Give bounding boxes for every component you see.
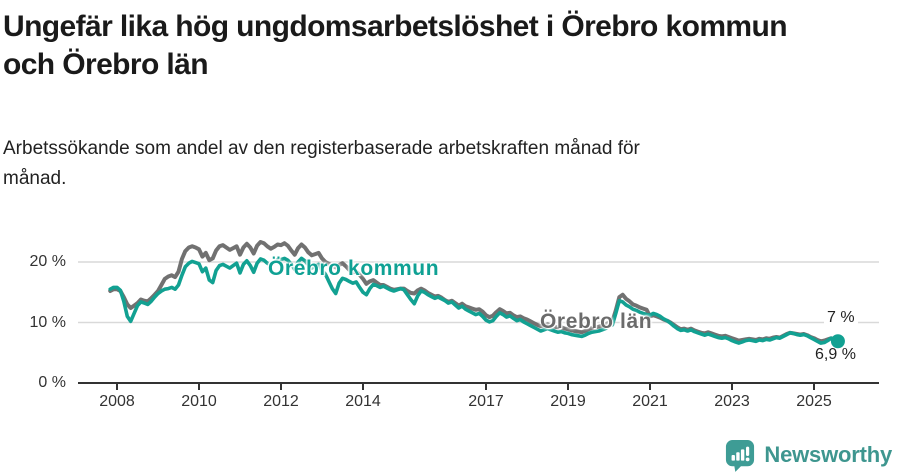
x-axis-label: 2008 bbox=[99, 393, 135, 410]
x-axis-label: 2025 bbox=[796, 393, 832, 410]
chart-title-line2: och Örebro län bbox=[3, 48, 209, 81]
x-axis-label: 2017 bbox=[468, 393, 504, 410]
chart-title: Ungefär lika hög ungdomsarbetslöshet i Ö… bbox=[3, 8, 899, 84]
x-axis-label: 2014 bbox=[345, 393, 381, 410]
x-axis-label: 2012 bbox=[263, 393, 299, 410]
x-axis-label: 2023 bbox=[714, 393, 750, 410]
end-value-label-orebro-lan: 7 % bbox=[824, 309, 858, 327]
chart-title-line1: Ungefär lika hög ungdomsarbetslöshet i Ö… bbox=[3, 10, 788, 43]
x-axis-label: 2019 bbox=[550, 393, 586, 410]
series-label-orebro-kommun: Örebro kommun bbox=[268, 257, 440, 280]
newsworthy-brand-text: Newsworthy bbox=[764, 442, 892, 467]
y-axis-label: 10 % bbox=[29, 313, 66, 331]
series-line-orebro-lan bbox=[108, 240, 840, 344]
newsworthy-chart-bubble-icon bbox=[726, 439, 755, 472]
chart-subtitle: Arbetssökande som andel av den registerb… bbox=[3, 134, 763, 194]
y-axis-label: 0 % bbox=[38, 374, 66, 391]
chart-subtitle-line2: månad. bbox=[3, 168, 67, 189]
series-line-orebro-kommun bbox=[108, 256, 840, 345]
end-value-label-orebro-kommun: 6,9 % bbox=[815, 346, 856, 363]
x-axis-label: 2010 bbox=[181, 393, 217, 410]
newsworthy-logo[interactable]: Newsworthy bbox=[725, 438, 892, 472]
chart-subtitle-line1: Arbetssökande som andel av den registerb… bbox=[3, 138, 640, 159]
series-label-orebro-lan: Örebro län bbox=[540, 310, 653, 333]
y-axis-label: 20 % bbox=[29, 253, 66, 270]
x-axis-label: 2021 bbox=[632, 393, 668, 410]
